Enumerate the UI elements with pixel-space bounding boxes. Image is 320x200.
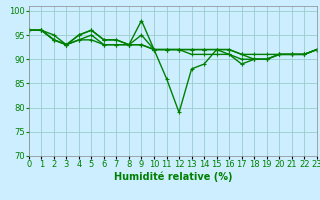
X-axis label: Humidité relative (%): Humidité relative (%) xyxy=(114,172,232,182)
